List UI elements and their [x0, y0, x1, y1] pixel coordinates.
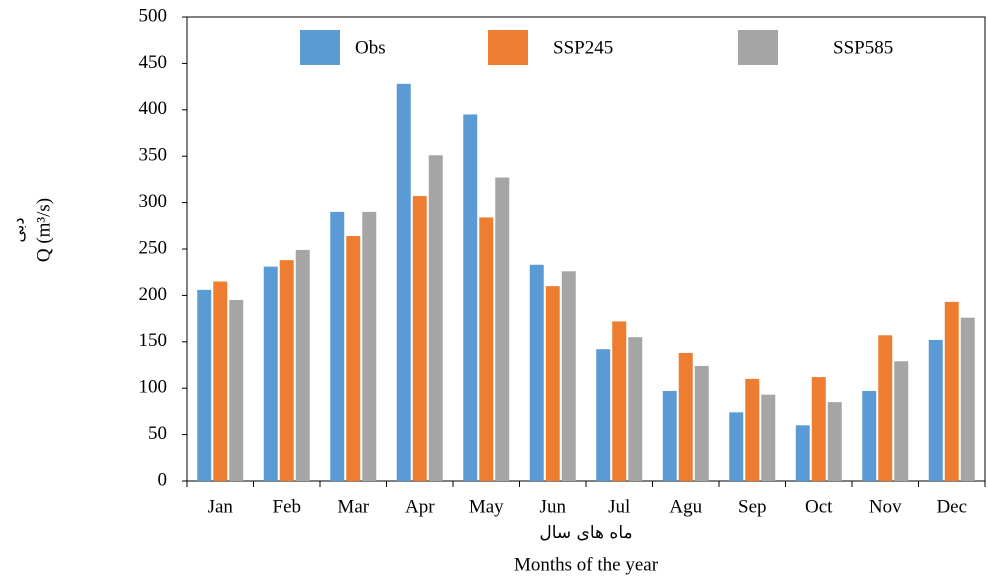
x-tick-label: Jan: [208, 496, 234, 517]
bar: [960, 317, 975, 481]
x-tick-label: Mar: [337, 496, 369, 517]
bar: [761, 394, 776, 481]
x-tick-label: May: [469, 496, 504, 517]
y-tick-label: 350: [139, 145, 168, 166]
bar: [596, 349, 611, 481]
y-tick-label: 450: [139, 52, 168, 73]
bar: [745, 378, 760, 481]
bar: [878, 335, 893, 481]
x-tick-label: Jun: [540, 496, 567, 517]
bar: [529, 264, 544, 481]
y-axis-label: Q (m³/s): [33, 198, 54, 262]
bar: [263, 266, 278, 481]
x-axis-label: Months of the year: [514, 554, 659, 575]
y-tick-label: 100: [139, 377, 168, 398]
x-tick-label: Feb: [273, 496, 302, 517]
x-tick-label: Oct: [805, 496, 833, 517]
legend-label: Obs: [355, 37, 386, 58]
bar: [694, 365, 709, 481]
bar: [463, 114, 478, 481]
bar: [412, 196, 427, 481]
x-tick-label: Agu: [669, 496, 702, 517]
bar: [795, 425, 810, 481]
bar: [229, 300, 244, 481]
x-tick-label: Dec: [936, 496, 967, 517]
bar: [197, 289, 212, 481]
bar: [213, 281, 228, 481]
x-axis-label-fa: ماه های سال: [539, 523, 632, 543]
bar: [295, 249, 310, 481]
bar: [729, 412, 744, 481]
x-tick-label: Sep: [738, 496, 767, 517]
x-tick-label: Nov: [869, 496, 902, 517]
bar: [561, 271, 576, 481]
bar: [396, 83, 411, 481]
y-tick-label: 500: [139, 5, 168, 26]
bar: [279, 260, 294, 481]
legend-label: SSP585: [833, 37, 893, 58]
bar: [662, 390, 677, 481]
bar: [612, 321, 627, 481]
bar: [811, 377, 826, 481]
y-tick-label: 200: [139, 284, 168, 305]
bar: [428, 155, 443, 481]
bar: [346, 236, 361, 481]
y-tick-label: 400: [139, 98, 168, 119]
bar: [545, 286, 560, 481]
y-tick-label: 150: [139, 330, 168, 351]
bar: [678, 352, 693, 481]
legend-swatch: [488, 30, 528, 65]
bar: [827, 402, 842, 481]
x-tick-label: Apr: [405, 496, 435, 517]
bar: [628, 337, 643, 481]
bar: [862, 390, 877, 481]
y-tick-label: 50: [148, 423, 167, 444]
y-tick-label: 300: [139, 191, 168, 212]
bar: [330, 211, 345, 481]
x-tick-label: Jul: [608, 496, 630, 517]
legend-swatch: [300, 30, 340, 65]
legend-swatch: [738, 30, 778, 65]
bar: [928, 339, 943, 481]
bar: [362, 211, 377, 481]
legend-label: SSP245: [553, 37, 613, 58]
y-tick-label: 250: [139, 237, 168, 258]
y-tick-label: 0: [158, 469, 168, 490]
y-axis-label-fa: دبی: [11, 218, 28, 243]
bar: [944, 301, 959, 481]
bar: [479, 217, 494, 481]
bar: [894, 361, 909, 481]
bar: [495, 177, 510, 481]
